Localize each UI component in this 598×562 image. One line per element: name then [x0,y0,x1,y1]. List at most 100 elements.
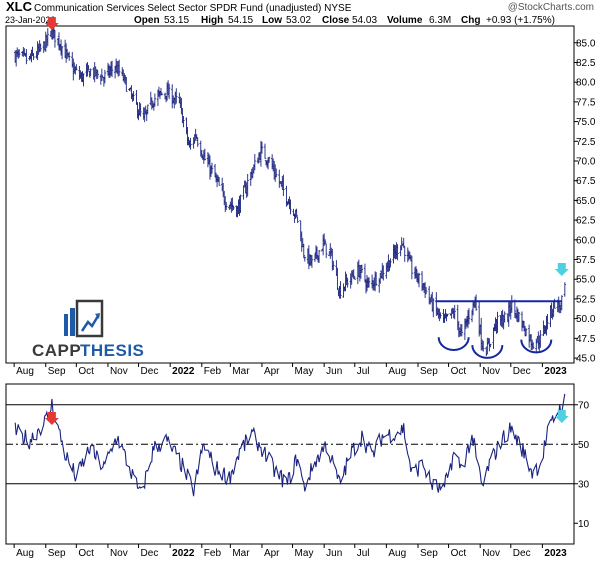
price-y-tick-label: 52.5 [576,294,596,305]
price-bar [210,162,214,174]
indicator-x-tick-label: Oct [78,548,94,559]
price-bar [82,73,85,87]
price-bar [503,311,506,323]
price-bar [396,244,399,261]
price-bar [256,157,260,164]
price-bar [175,88,178,104]
price-x-tick-label: Sep [48,366,66,377]
symbol-label: XLC [6,0,33,14]
price-x-tick-label: Aug [388,366,406,377]
price-x-tick-label: 2022 [172,366,195,377]
indicator-x-tick-label: Nov [482,548,500,559]
price-bar [295,208,298,218]
price-bar [72,58,75,81]
price-bar [410,255,414,280]
indicator-x-tick-label: Nov [110,548,128,559]
price-bar [275,168,278,178]
indicator-levels [6,404,574,485]
price-x-tick-label: Aug [16,366,34,377]
price-bar [260,141,264,154]
price-bar [89,68,92,76]
price-bar [439,312,442,319]
head-and-shoulders-annotation [435,300,562,359]
price-bar [146,104,149,115]
price-bar [232,205,235,210]
price-bar [424,287,428,295]
indicator-y-tick-label: 70 [578,400,590,411]
price-y-axis: 45.0 47.5 50.0 52.5 55.0 57.5 60.0 62.5 65.0 67.5… [574,38,596,365]
price-bar [53,29,57,48]
pattern-trough [520,339,553,354]
price-bar [323,239,327,245]
watermark: @StockCharts.com [508,2,594,13]
price-x-tick-label: Dec [513,366,531,377]
indicator-x-tick-label: Oct [451,548,467,559]
price-bar [325,243,328,259]
red-arrow-icon [44,17,59,30]
price-bar [46,28,49,46]
indicator-x-tick-label: Feb [204,548,222,559]
indicator-x-tick-label: Aug [16,548,34,559]
price-bar [189,137,192,150]
price-bar [339,281,342,299]
price-bar [139,103,142,117]
logo-frame [75,299,104,338]
price-bar [263,143,267,160]
price-bar [403,246,406,262]
price-y-tick-label: 82.5 [576,58,596,69]
price-y-tick-label: 85.0 [576,38,596,49]
price-bar [546,314,549,330]
price-x-tick-label: Apr [264,366,280,377]
price-bar [103,69,107,84]
logo-arrowhead-icon [95,313,100,319]
price-bar [560,295,563,311]
price-x-tick-label: Jul [357,366,370,377]
price-bar [388,260,391,272]
price-bar [60,46,64,60]
price-bar [88,70,91,78]
indicator-x-tick-label: Aug [388,548,406,559]
price-x-tick-label: May [295,366,314,377]
price-bar [96,70,99,79]
price-panel: 45.0 47.5 50.0 52.5 55.0 57.5 60.0 62.5 65.0 67.5… [5,17,596,377]
price-bar [282,174,285,197]
price-bar [539,330,542,348]
price-bar [160,93,164,96]
close-label: Close [322,15,350,26]
indicator-x-tick-label: Sep [48,548,66,559]
price-bar [517,311,521,322]
indicator-frame [5,383,575,545]
price-bar [486,337,489,355]
price-x-tick-label: Feb [204,366,222,377]
logo-bar-2 [70,308,75,336]
close-value: 54.03 [352,15,377,26]
price-arrows [44,17,569,276]
price-bar [75,64,78,71]
price-bar [489,343,492,348]
price-bar [25,48,28,65]
indicator-x-tick-label: Mar [232,548,250,559]
price-x-tick-label: Nov [482,366,500,377]
price-y-tick-label: 47.5 [576,334,596,345]
price-bar [485,346,488,357]
low-label: Low [262,15,282,26]
logo-trend-icon [80,315,100,332]
price-y-tick-label: 50.0 [576,314,596,325]
price-bar [225,202,228,211]
price-bar [496,311,499,333]
price-bar [242,185,245,200]
price-y-tick-label: 65.0 [576,196,596,207]
cyan-arrow-icon [554,263,569,276]
indicator-x-tick-label: Dec [513,548,531,559]
price-x-tick-label: Mar [232,366,250,377]
price-bar [402,237,405,248]
price-x-tick-label: Oct [451,366,467,377]
price-bar [460,324,464,337]
indicator-x-tick-label: May [295,548,314,559]
price-x-tick-label: Oct [78,366,94,377]
price-y-tick-label: 72.5 [576,137,596,148]
price-y-tick-label: 60.0 [576,235,596,246]
indicator-y-tick-label: 30 [578,479,590,490]
price-y-tick-label: 57.5 [576,255,596,266]
price-bar [296,216,299,224]
